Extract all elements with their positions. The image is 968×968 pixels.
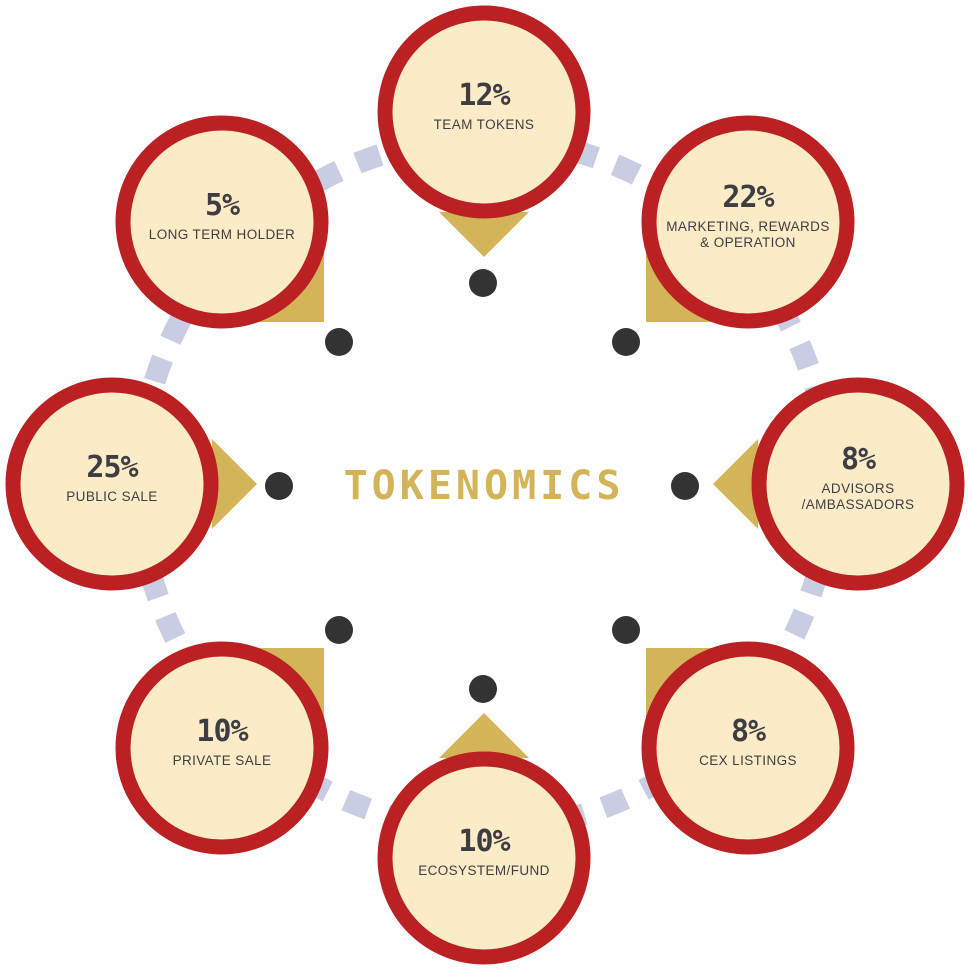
diagram-title: TOKENOMICS	[343, 463, 625, 509]
segment-circle-7	[115, 115, 329, 329]
connector-dot-2	[671, 472, 699, 500]
pointer-4	[439, 713, 529, 758]
pointer-0	[439, 212, 529, 257]
segment-circle-1	[641, 115, 855, 329]
segment-circle-0	[377, 5, 591, 219]
connector-dot-6	[265, 472, 293, 500]
connector-dot-3	[612, 616, 640, 644]
connector-dot-5	[325, 616, 353, 644]
pointer-2	[713, 439, 758, 529]
connector-dot-0	[469, 269, 497, 297]
segment-circle-6	[5, 377, 219, 591]
segment-circle-2	[751, 377, 965, 591]
connector-dot-1	[612, 328, 640, 356]
pointer-6	[212, 439, 257, 529]
segment-circle-5	[115, 641, 329, 855]
connector-dot-7	[325, 328, 353, 356]
segment-circle-3	[641, 641, 855, 855]
connector-dot-4	[469, 675, 497, 703]
segment-circle-4	[377, 751, 591, 965]
